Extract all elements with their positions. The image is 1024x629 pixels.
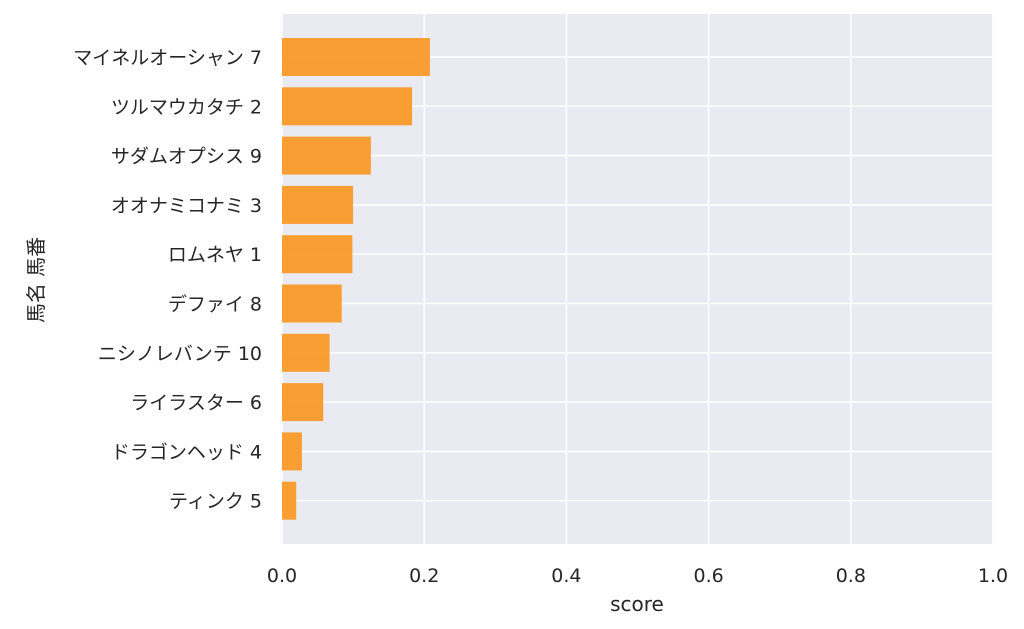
x-tick-label: 0.6 <box>693 565 723 587</box>
y-tick-label: ロムネヤ 1 <box>168 244 262 266</box>
bar <box>282 235 353 274</box>
bar <box>282 87 413 126</box>
x-tick-label: 0.0 <box>267 565 297 587</box>
bar <box>282 333 330 372</box>
bar <box>282 136 371 175</box>
x-tick-label: 0.8 <box>836 565 866 587</box>
y-tick-label: オオナミコナミ 3 <box>111 195 262 217</box>
bar <box>282 185 354 224</box>
y-tick-label: マイネルオーシャン 7 <box>73 47 262 69</box>
x-tick-label: 0.4 <box>551 565 581 587</box>
bars <box>282 38 430 520</box>
x-tick-labels: 0.0 0.2 0.4 0.6 0.8 1.0 <box>267 565 1008 587</box>
y-tick-label: ニシノレバンテ 10 <box>98 343 262 365</box>
y-tick-label: ツルマウカタチ 2 <box>111 96 262 118</box>
y-tick-label: ドラゴンヘッド 4 <box>111 441 262 463</box>
y-tick-label: サダムオプシス 9 <box>111 146 262 168</box>
x-tick-label: 0.2 <box>409 565 439 587</box>
bar <box>282 383 324 422</box>
y-tick-label: ライラスター 6 <box>130 392 262 414</box>
bar <box>282 38 430 76</box>
y-axis-label: 馬名 馬番 <box>24 237 48 323</box>
y-tick-label: ティンク 5 <box>169 491 262 513</box>
bar <box>282 432 302 471</box>
x-axis-label: score <box>610 592 664 616</box>
x-tick-label: 1.0 <box>978 565 1008 587</box>
bar <box>282 284 342 323</box>
bar <box>282 481 297 520</box>
y-tick-label: デファイ 8 <box>168 294 262 316</box>
y-tick-labels: マイネルオーシャン 7 ツルマウカタチ 2 サダムオプシス 9 オオナミコナミ 3 ロム… <box>73 47 262 513</box>
